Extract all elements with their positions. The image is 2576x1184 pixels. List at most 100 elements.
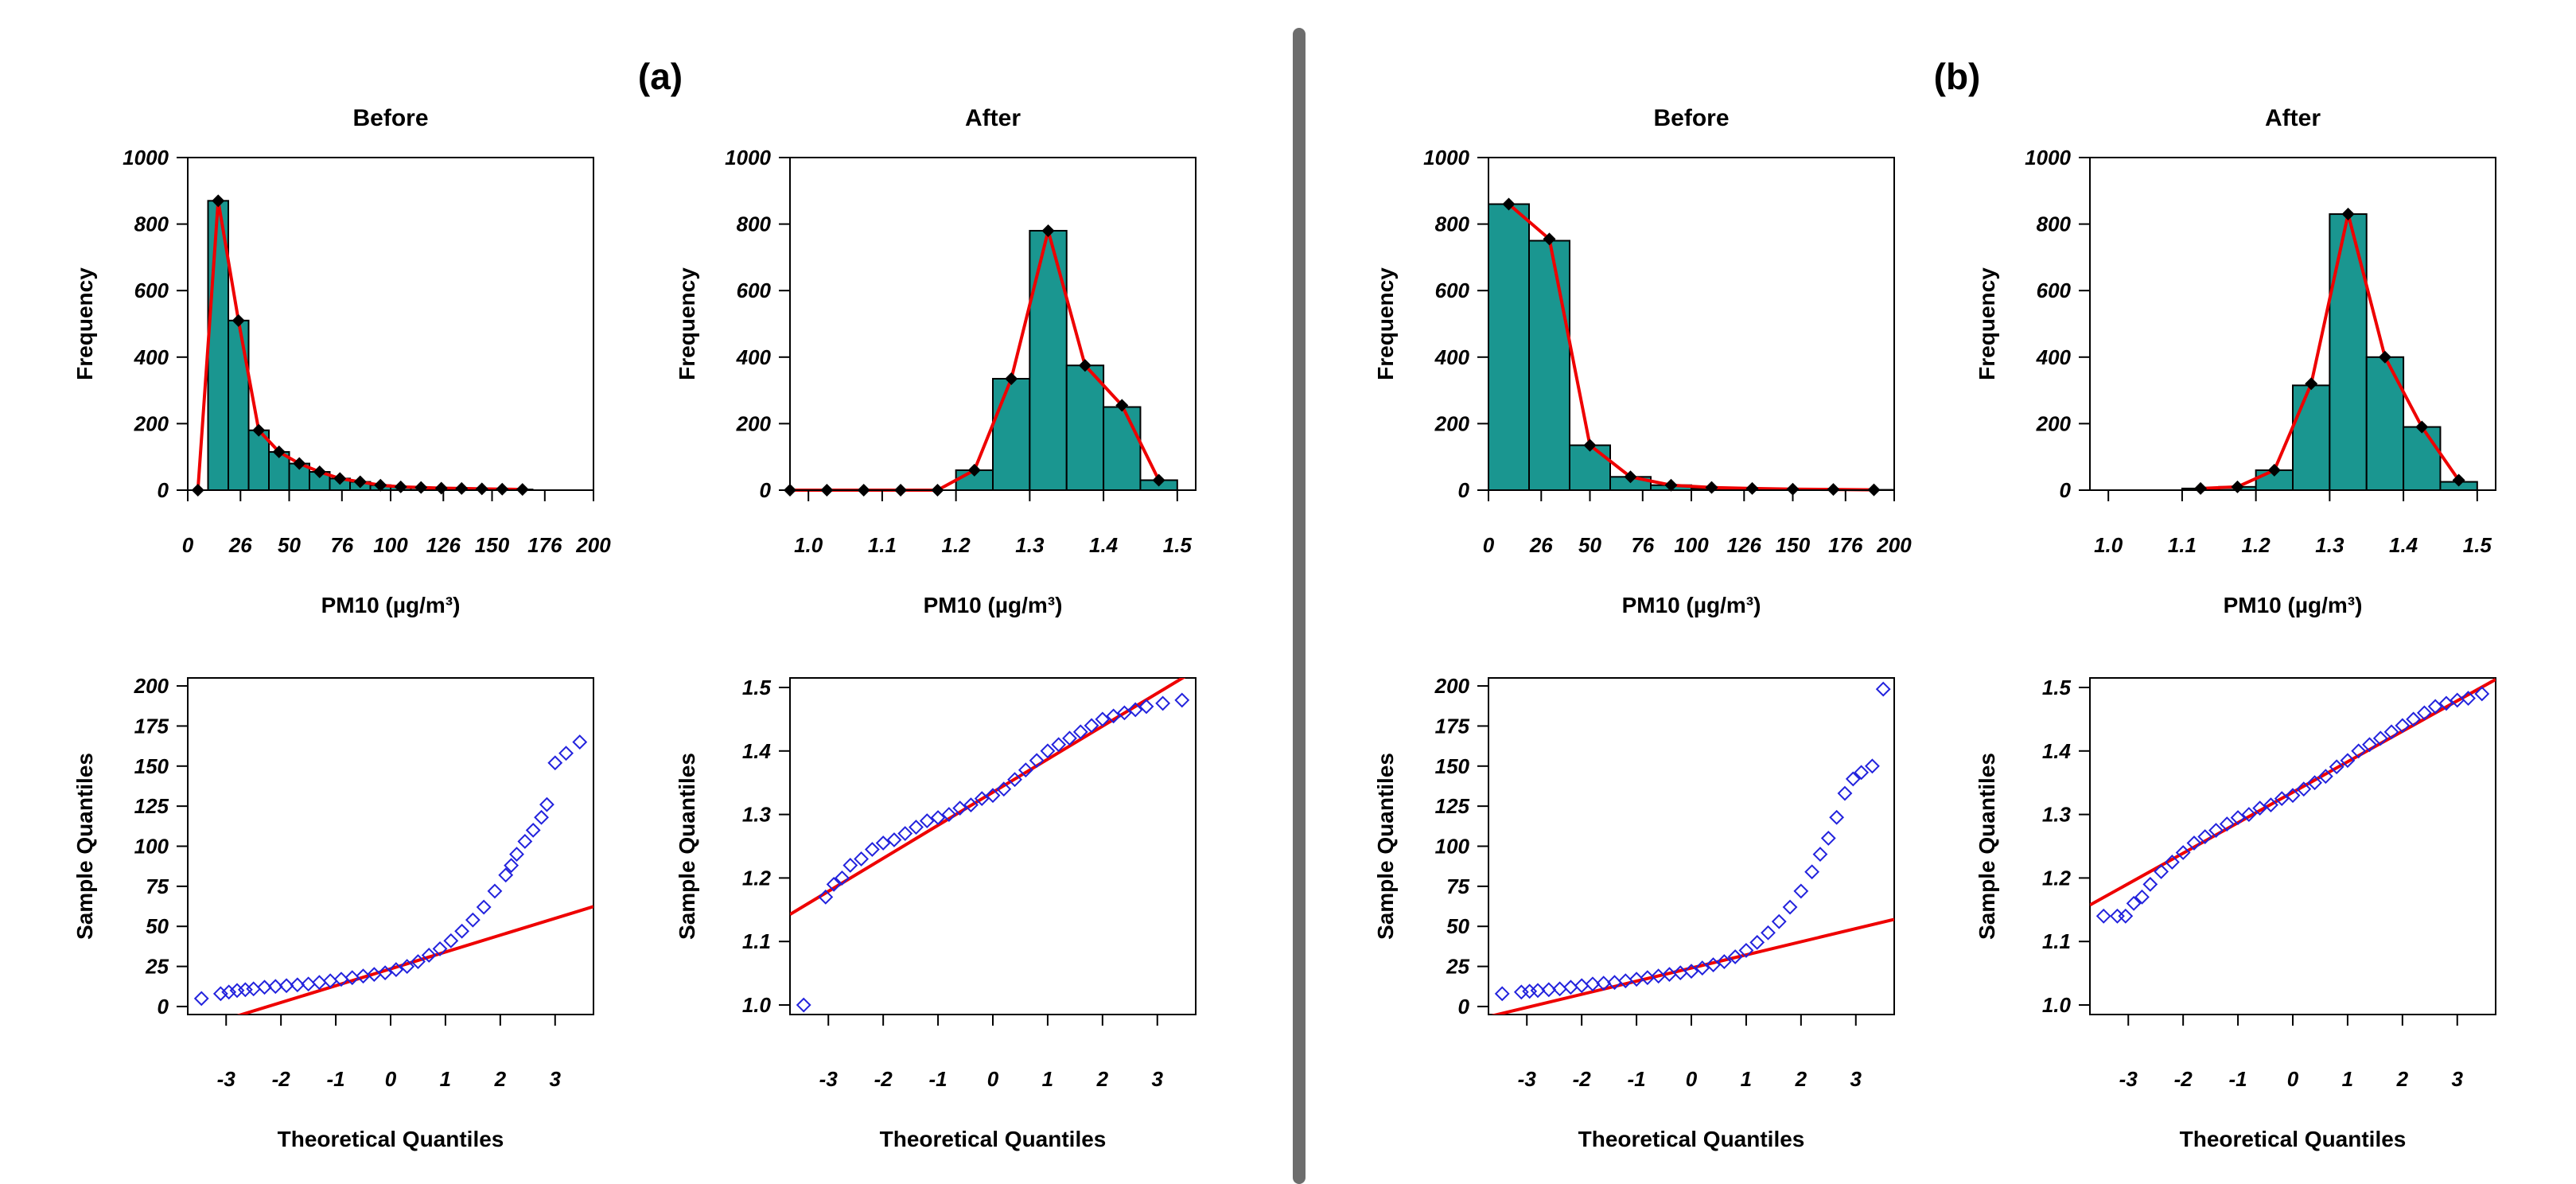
y-tick-label: 150 [1435,754,1470,778]
chart-title: Before [1653,105,1729,131]
y-tick-label: 175 [1435,714,1470,738]
density-line [1508,203,1874,492]
x-axis-label: PM10 (µg/m³) [2224,593,2363,617]
x-tick-label: -3 [1518,1067,1537,1091]
qq-point [1541,982,1557,998]
a-hist-before-bars [207,200,534,490]
y-axis-label: Frequency [72,267,97,380]
qq-point [2362,737,2377,753]
y-tick-label: 0 [1458,478,1470,502]
x-tick-label: 1 [2342,1067,2353,1091]
density-marker [1705,481,1718,494]
y-tick-label: 600 [134,278,169,302]
density-marker [1624,470,1637,484]
qq-point [2274,791,2290,807]
x-tick-label: 76 [330,533,353,557]
y-tick-label: 1.2 [2042,866,2072,890]
x-tick-label: 1.5 [1163,533,1193,557]
b-qq-after-points [2095,686,2490,924]
y-tick-label: 800 [2037,212,2072,236]
y-tick-label: 200 [1434,411,1470,435]
qq-point [534,809,549,825]
density-marker [333,472,347,485]
x-tick-label: 176 [527,533,562,557]
qq-point [1845,771,1861,787]
qq-point [2329,759,2344,775]
qq-point [974,791,990,807]
qq-point [2142,876,2158,892]
x-tick-label: 1.2 [942,533,971,557]
y-tick-label: 200 [1434,674,1470,698]
qq-point [1106,708,1122,724]
qq-point [835,870,850,886]
density-marker [1152,473,1165,487]
histogram-bar [2292,384,2331,490]
density-marker [353,475,367,489]
density-marker [2231,480,2244,493]
qq-point [1585,976,1601,992]
qq-point [1695,960,1710,976]
x-tick-label: -2 [2174,1067,2193,1091]
qq-point [2383,724,2399,740]
qq-point [909,820,924,835]
qq-point [842,858,858,873]
x-axis-label: Theoretical Quantiles [880,1127,1107,1151]
x-tick-label: -1 [1628,1067,1646,1091]
density-marker [1786,482,1800,496]
y-tick-label: 1.4 [742,739,772,763]
density-marker [455,481,469,495]
y-tick-label: 200 [736,411,772,435]
histogram-bar [1065,364,1105,490]
qq-point [454,923,470,939]
qq-reference-line [2090,678,2496,907]
y-tick-label: 200 [134,411,169,435]
y-tick-label: 400 [134,345,169,369]
panel-divider [1293,28,1306,1184]
qq-point [2186,835,2202,851]
qq-point [818,889,834,905]
y-tick-label: 400 [1434,345,1470,369]
qq-point [498,867,514,883]
qq-point [2263,797,2278,813]
qq-point [2317,769,2333,785]
qq-point [1706,957,1721,972]
density-marker [212,194,225,208]
chart-title: After [965,105,1021,131]
y-tick-label: 200 [134,674,169,698]
qq-point [1749,934,1765,950]
density-marker [374,478,387,492]
panel-label-b: (b) [1934,56,1981,97]
y-tick-label: 100 [134,835,169,859]
y-tick-label: 200 [2036,411,2072,435]
qq-point [1562,980,1578,995]
qq-point [796,997,811,1013]
x-tick-label: 1.1 [2168,533,2197,557]
y-tick-label: 75 [146,874,169,898]
qq-point [1018,762,1033,778]
qq-point [1782,899,1798,915]
y-tick-label: 1.5 [742,676,772,699]
qq-point [2307,775,2322,791]
x-tick-label: 1.4 [1089,533,1119,557]
plot-frame [2089,157,2496,491]
density-marker [232,314,245,327]
histogram-bar [1488,203,1530,490]
y-axis-label: Sample Quantiles [72,753,97,940]
qq-point [1865,758,1880,774]
x-tick-label: -1 [929,1067,948,1091]
qq-point [267,979,283,995]
qq-point [1051,737,1067,753]
y-tick-label: 175 [134,714,169,738]
qq-point [875,835,891,851]
qq-point [1095,711,1111,727]
qq-point [487,883,503,899]
y-tick-label: 1.2 [742,866,772,890]
x-tick-label: 3 [2452,1067,2464,1091]
qq-point [2241,807,2257,823]
x-tick-label: 126 [1727,533,1762,557]
a-hist-before-chart: Before 0 26 50 76 100 126 150 176 200 0 200 400 600 80… [72,105,611,617]
x-tick-label: -3 [217,1067,236,1091]
x-tick-label: -3 [819,1067,839,1091]
qq-point [193,991,209,1007]
qq-point [212,986,228,1002]
